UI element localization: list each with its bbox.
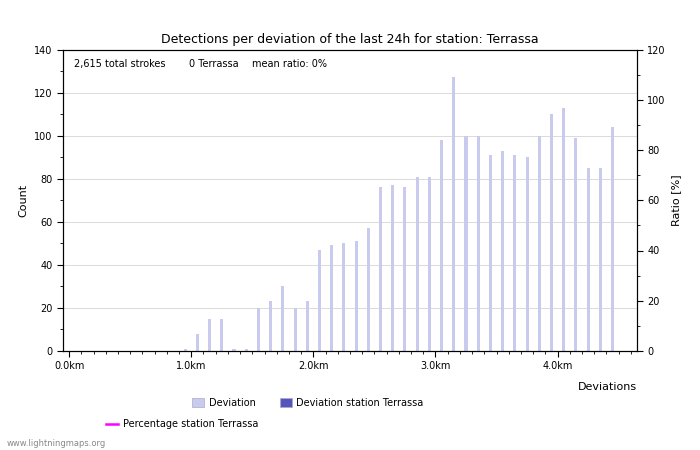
Bar [513,155,517,351]
Bar [440,140,443,351]
Bar [550,114,553,351]
Bar [562,108,566,351]
Bar [330,246,333,351]
Bar [232,349,235,351]
Bar [306,302,309,351]
Bar [428,176,431,351]
Bar [416,176,419,351]
Bar [575,138,577,351]
Bar [367,228,370,351]
Bar [452,77,455,351]
Legend: Percentage station Terrassa: Percentage station Terrassa [102,415,262,433]
Bar [611,127,614,351]
Bar [293,308,297,351]
Bar [257,308,260,351]
Bar [355,241,358,351]
Bar [477,135,480,351]
Bar [196,334,199,351]
Bar [465,135,468,351]
Text: 2,615 total strokes: 2,615 total strokes [74,58,166,68]
Bar [342,243,345,351]
Bar [587,168,589,351]
Text: mean ratio: 0%: mean ratio: 0% [253,58,328,68]
Bar [391,185,394,351]
Bar [501,151,504,351]
Title: Detections per deviation of the last 24h for station: Terrassa: Detections per deviation of the last 24h… [161,32,539,45]
Legend: Deviation, Deviation station Terrassa: Deviation, Deviation station Terrassa [188,394,428,411]
Text: Deviations: Deviations [578,382,637,392]
Bar [183,349,187,351]
Bar [598,168,602,351]
Bar [526,157,528,351]
Bar [379,187,382,351]
Y-axis label: Count: Count [18,184,29,217]
Bar [403,187,407,351]
Y-axis label: Ratio [%]: Ratio [%] [671,175,682,226]
Bar [538,135,541,351]
Bar [245,349,248,351]
Bar [489,155,492,351]
Text: www.lightningmaps.org: www.lightningmaps.org [7,439,106,448]
Text: 0 Terrassa: 0 Terrassa [189,58,239,68]
Bar [220,319,223,351]
Bar [269,302,272,351]
Bar [281,286,284,351]
Bar [318,250,321,351]
Bar [208,319,211,351]
